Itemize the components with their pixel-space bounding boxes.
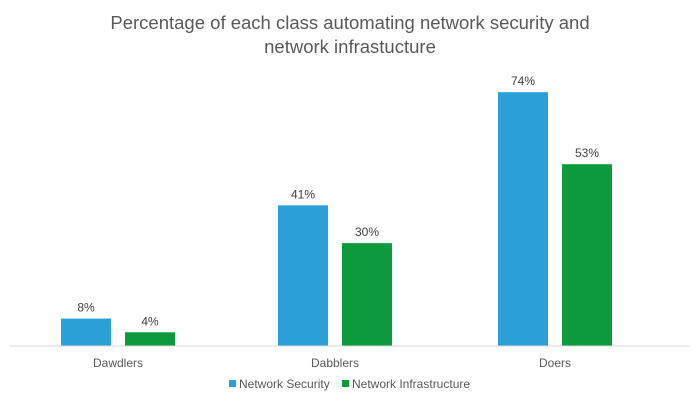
category-label: Dawdlers	[93, 356, 143, 370]
category-label: Dabblers	[311, 356, 359, 370]
data-label: 53%	[575, 146, 599, 160]
data-label: 4%	[141, 314, 159, 328]
chart-title: Percentage of each class automating netw…	[110, 12, 589, 57]
bar-network-security-dabblers	[278, 205, 328, 346]
bar-network-security-dawdlers	[61, 318, 111, 346]
bars-layer	[61, 92, 612, 347]
bar-network-infrastructure-doers	[562, 164, 612, 346]
legend-label: Network Infrastructure	[352, 377, 470, 391]
legend-label: Network Security	[239, 377, 330, 391]
data-label: 41%	[291, 187, 315, 201]
category-labels-layer: Dawdlers Dabblers Doers	[93, 356, 571, 370]
bar-network-security-doers	[498, 92, 548, 347]
legend: Network Security Network Infrastructure	[229, 377, 470, 391]
data-labels-layer: 8% 4% 41% 30% 74% 53%	[77, 74, 599, 328]
legend-item-network-infrastructure: Network Infrastructure	[342, 377, 470, 391]
data-label: 74%	[511, 74, 535, 88]
chart-title-line-1: Percentage of each class automating netw…	[110, 12, 589, 33]
legend-item-network-security: Network Security	[229, 377, 330, 391]
legend-swatch	[229, 380, 236, 387]
bar-network-infrastructure-dawdlers	[125, 332, 175, 346]
data-label: 30%	[355, 225, 379, 239]
chart-title-line-2: network infrastucture	[264, 36, 436, 57]
category-label: Doers	[539, 356, 571, 370]
legend-swatch	[342, 380, 349, 387]
bar-network-infrastructure-dabblers	[342, 243, 392, 346]
data-label: 8%	[77, 301, 95, 315]
